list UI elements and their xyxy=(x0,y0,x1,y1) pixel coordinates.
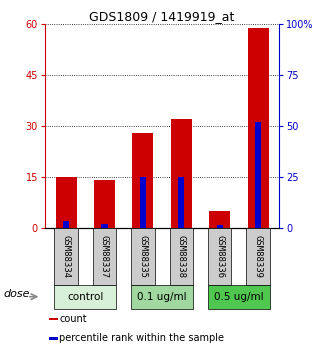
Text: GSM88338: GSM88338 xyxy=(177,235,186,278)
Text: GSM88339: GSM88339 xyxy=(254,235,263,278)
Bar xyxy=(171,119,192,228)
Text: GSM88335: GSM88335 xyxy=(138,235,147,278)
Bar xyxy=(255,122,261,228)
Bar xyxy=(209,211,230,228)
Bar xyxy=(208,228,231,285)
Bar xyxy=(93,228,116,285)
Text: GSM88334: GSM88334 xyxy=(62,235,71,278)
Bar xyxy=(49,337,58,339)
Text: GSM88336: GSM88336 xyxy=(215,235,224,278)
Bar xyxy=(247,228,270,285)
Bar xyxy=(217,225,223,228)
Text: count: count xyxy=(59,314,87,324)
Bar xyxy=(132,133,153,228)
Title: GDS1809 / 1419919_at: GDS1809 / 1419919_at xyxy=(90,10,235,23)
Text: GSM88337: GSM88337 xyxy=(100,235,109,278)
Bar xyxy=(63,220,69,228)
Text: percentile rank within the sample: percentile rank within the sample xyxy=(59,334,224,344)
Bar xyxy=(49,318,58,320)
Bar xyxy=(94,180,115,228)
Bar xyxy=(131,228,155,285)
Text: dose: dose xyxy=(4,289,30,299)
Bar xyxy=(169,228,193,285)
Bar xyxy=(247,28,269,228)
Bar xyxy=(101,224,108,228)
Bar xyxy=(178,177,185,228)
Bar xyxy=(140,177,146,228)
Bar xyxy=(54,228,78,285)
Text: 0.5 ug/ml: 0.5 ug/ml xyxy=(214,292,264,302)
Text: 0.1 ug/ml: 0.1 ug/ml xyxy=(137,292,187,302)
Text: control: control xyxy=(67,292,103,302)
Bar xyxy=(56,177,77,228)
Bar xyxy=(208,285,270,309)
Bar xyxy=(131,285,193,309)
Bar xyxy=(54,285,116,309)
